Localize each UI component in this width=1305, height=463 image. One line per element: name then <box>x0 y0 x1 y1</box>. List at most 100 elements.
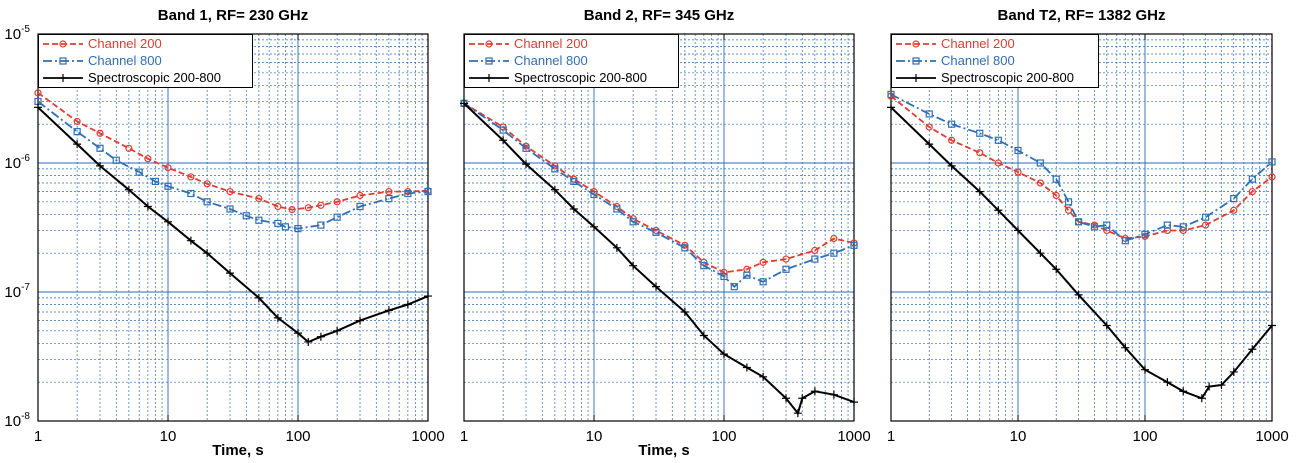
data-point <box>203 249 212 258</box>
data-point <box>124 185 133 194</box>
legend-label: Channel 200 <box>941 36 1015 51</box>
x-tick-label: 100 <box>285 428 310 445</box>
data-point <box>975 187 984 196</box>
legend-marker <box>912 57 920 65</box>
data-point <box>1014 146 1022 155</box>
legend-label: Channel 200 <box>88 36 162 51</box>
data-point <box>976 149 984 157</box>
data-point <box>612 243 621 252</box>
data-point <box>203 180 211 188</box>
data-point <box>569 204 578 213</box>
data-point <box>782 255 790 263</box>
chart-panel-3: Channel 200 Channel 800 Spectroscopic 200-… <box>887 7 1289 445</box>
data-point <box>1064 206 1073 214</box>
data-point <box>294 225 302 233</box>
data-point <box>798 394 807 403</box>
data-point <box>782 394 791 403</box>
data-point <box>1179 387 1188 396</box>
y-tick-base: 10 <box>4 413 21 430</box>
data-point <box>1201 221 1210 229</box>
data-point <box>34 89 42 97</box>
data-point <box>830 234 838 243</box>
data-point <box>1052 175 1060 183</box>
series-line <box>37 100 429 230</box>
data-point <box>385 194 393 203</box>
legend-label: Spectroscopic 200-800 <box>941 70 1074 85</box>
x-tick-label: 1000 <box>411 428 444 445</box>
data-point <box>1163 221 1171 229</box>
data-point <box>1141 365 1149 374</box>
data-point <box>1121 237 1129 245</box>
data-point <box>499 126 507 134</box>
legend-marker <box>485 74 493 82</box>
data-point <box>164 164 172 172</box>
series-square-2 <box>34 97 432 233</box>
y-tick-label: 10-6 <box>4 153 30 172</box>
data-point <box>424 188 432 196</box>
data-point <box>994 136 1002 144</box>
data-point <box>1248 175 1256 183</box>
x-tick-label: 1000 <box>837 428 870 445</box>
x-axis-label: Time, s <box>638 442 689 459</box>
data-point <box>850 398 858 407</box>
data-point <box>613 205 621 213</box>
data-point <box>629 218 637 226</box>
data-point <box>629 261 638 270</box>
data-point <box>829 390 838 399</box>
x-tick-label: 10 <box>1010 428 1027 445</box>
data-point <box>317 201 325 209</box>
data-point <box>730 283 738 291</box>
series-plus-3 <box>460 99 858 418</box>
series-plus-3 <box>887 103 1276 403</box>
legend-marker <box>912 40 920 48</box>
data-point <box>1230 206 1238 214</box>
data-point <box>811 255 819 263</box>
data-point <box>830 249 838 257</box>
data-point <box>96 161 105 170</box>
data-point <box>522 144 530 152</box>
data-point <box>294 329 302 338</box>
data-point <box>186 236 195 245</box>
y-tick-exponent: -6 <box>21 153 30 164</box>
data-point <box>187 189 195 198</box>
data-point <box>994 159 1002 167</box>
data-point <box>187 173 195 181</box>
data-point <box>1103 221 1111 229</box>
data-point <box>590 222 598 231</box>
data-point <box>1217 381 1226 390</box>
data-point <box>1230 194 1238 203</box>
data-point <box>551 165 559 173</box>
data-point <box>522 160 531 169</box>
y-tick-label: 10-7 <box>4 282 30 301</box>
data-point <box>460 99 468 108</box>
data-point <box>759 372 768 381</box>
data-point <box>333 213 341 221</box>
data-point <box>1052 265 1061 274</box>
plot-area <box>464 34 854 421</box>
data-point <box>273 313 282 322</box>
data-point <box>1163 378 1172 387</box>
data-point <box>652 282 661 291</box>
plot-area <box>38 34 428 421</box>
data-point <box>947 161 956 170</box>
data-point <box>96 129 104 137</box>
data-point <box>226 269 235 278</box>
x-tick-label: 1 <box>34 428 42 445</box>
grid <box>38 34 428 421</box>
data-point <box>1103 226 1111 235</box>
legend-label: Channel 800 <box>514 53 588 68</box>
chart-title: Band 2, RF= 345 GHz <box>584 7 734 24</box>
data-point <box>793 409 802 418</box>
x-tick-label: 100 <box>711 428 736 445</box>
data-point <box>254 293 263 302</box>
data-point <box>112 156 120 164</box>
data-point <box>1205 382 1214 391</box>
data-point <box>743 271 751 279</box>
series-line <box>890 93 1273 242</box>
series-line <box>37 92 429 211</box>
chart-panel-1: Channel 200 Channel 800 Spectroscopic 200-… <box>4 7 444 459</box>
x-tick-label: 10 <box>586 428 603 445</box>
y-tick-exponent: -7 <box>21 282 30 293</box>
grid <box>891 34 1272 421</box>
legend-label: Channel 800 <box>941 53 1015 68</box>
